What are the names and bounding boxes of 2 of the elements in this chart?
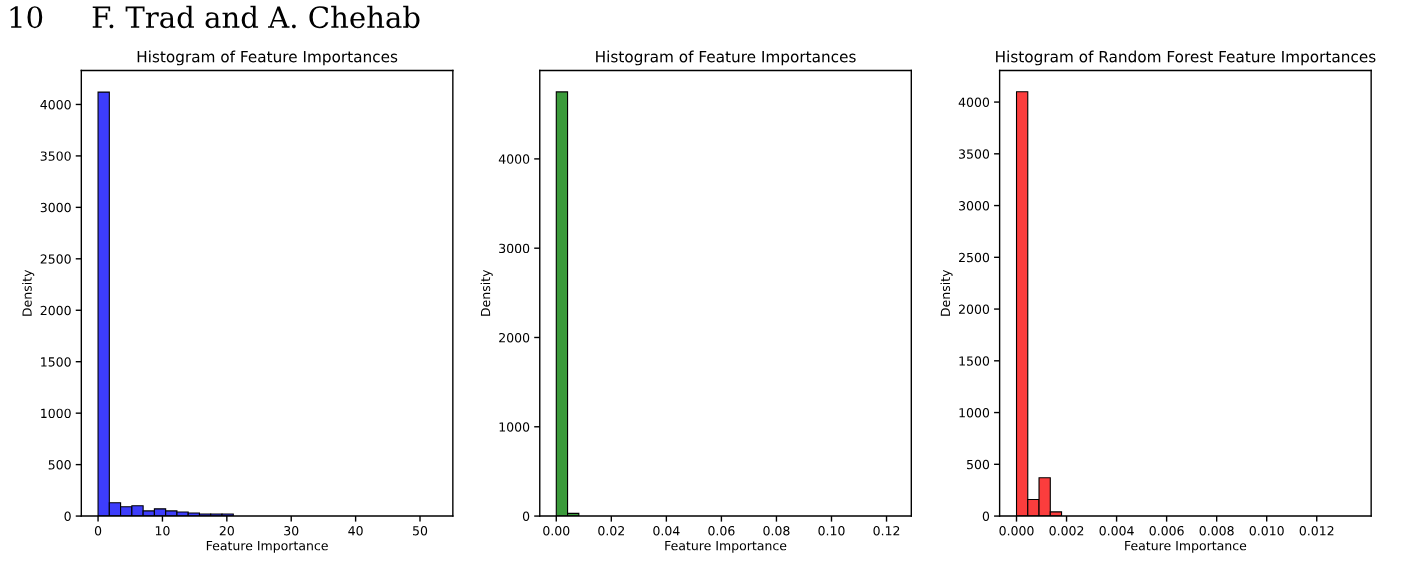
text: 10 [10,6,43,29]
text: F. Trad and A. Chehab [92,5,420,29]
